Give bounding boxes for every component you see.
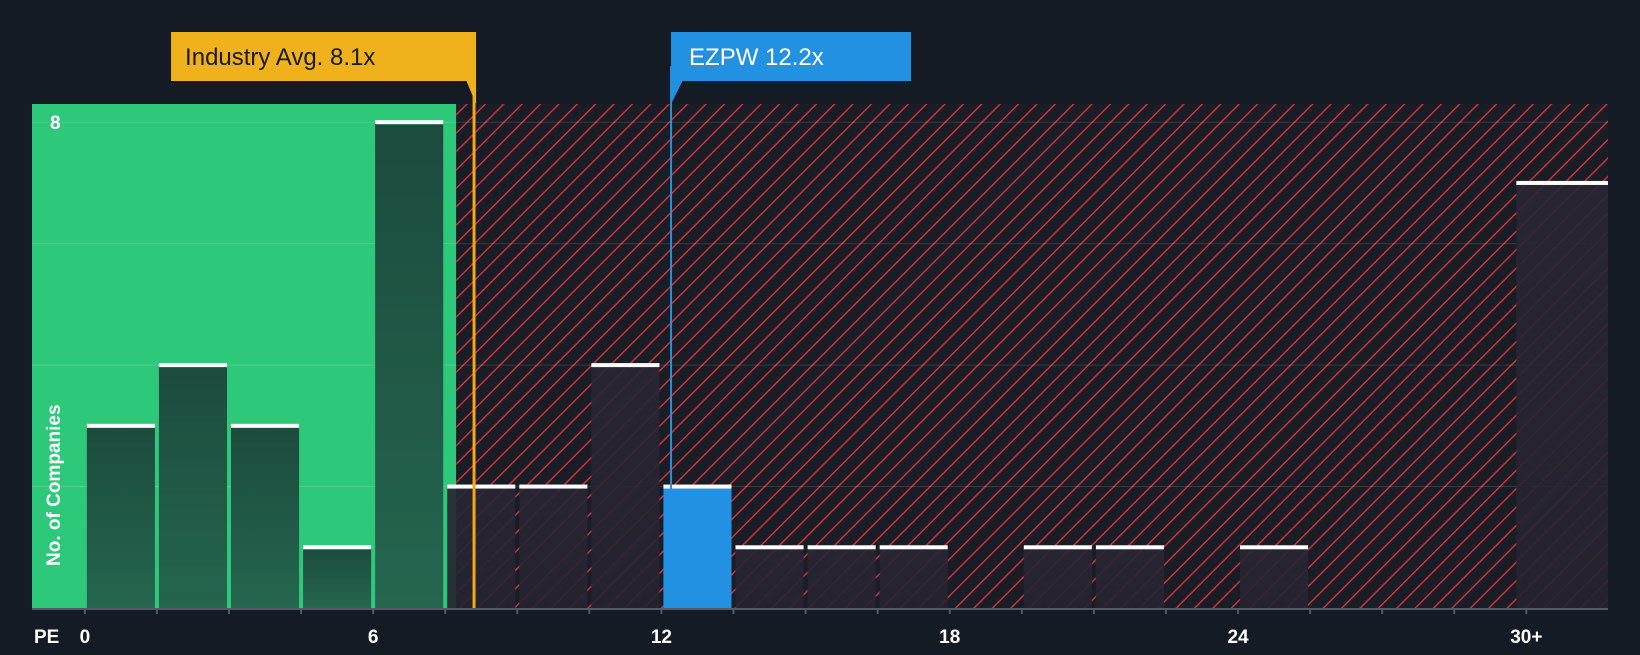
bar-cap [1023,545,1092,550]
histogram-bar [231,425,300,608]
histogram-bar [519,486,588,608]
histogram-bar [303,547,372,608]
bar-cap [303,545,372,550]
reference-lines-layer [472,66,673,608]
bar-cap [735,545,804,550]
x-tick-label: 12 [651,627,672,648]
bars-layer [86,120,1608,609]
bar-cap [807,545,876,550]
industry-avg-callout: Industry Avg. 8.1x [171,32,477,104]
histogram-bar [1023,547,1092,608]
industry-avg-box [171,32,477,81]
bar-cap [1240,545,1309,550]
x-tick-label: 24 [1227,627,1249,648]
company-pe-label: EZPW 12.2x [689,44,824,71]
histogram-bar [807,547,876,608]
x-tick-label: 0 [80,627,91,648]
bar-cap [1516,180,1608,185]
histogram-bar [591,365,660,608]
histogram-bar [1095,547,1164,608]
bar-cap [879,545,948,550]
y-tick-label: 8 [50,113,61,134]
x-tick-label: 6 [368,627,379,648]
histogram-bar [1516,182,1608,608]
histogram-bar [86,425,155,608]
histogram-bar [158,365,227,608]
histogram-bar [879,547,948,608]
bar-cap [447,484,516,489]
histogram-bar [663,486,732,608]
bar-cap [158,363,227,368]
histogram-bar [735,547,804,608]
bar-cap [375,120,444,125]
y-axis-title: No. of Companies [44,404,65,566]
industry-avg-label: Industry Avg. 8.1x [185,44,375,71]
industry-avg-pointer [466,80,477,104]
bar-cap [1095,545,1164,550]
bar-cap [519,484,588,489]
bar-cap [663,484,732,489]
company-callout: EZPW 12.2x [671,32,912,104]
x-tick-label: 18 [939,627,960,648]
x-tick-label: 30+ [1510,627,1542,648]
zones-layer [32,104,1609,608]
bar-cap [86,423,155,428]
axis-layer: 8 0 6 12 18 24 30+ [32,113,1608,648]
histogram-bar [447,486,516,608]
histogram-bar [375,122,444,609]
histogram-bar [1240,547,1309,608]
company-pe-pointer [671,80,684,104]
company-pe-box [671,32,912,81]
bar-cap [591,363,660,368]
x-axis-title: PE [34,627,59,648]
bar-cap [231,423,300,428]
